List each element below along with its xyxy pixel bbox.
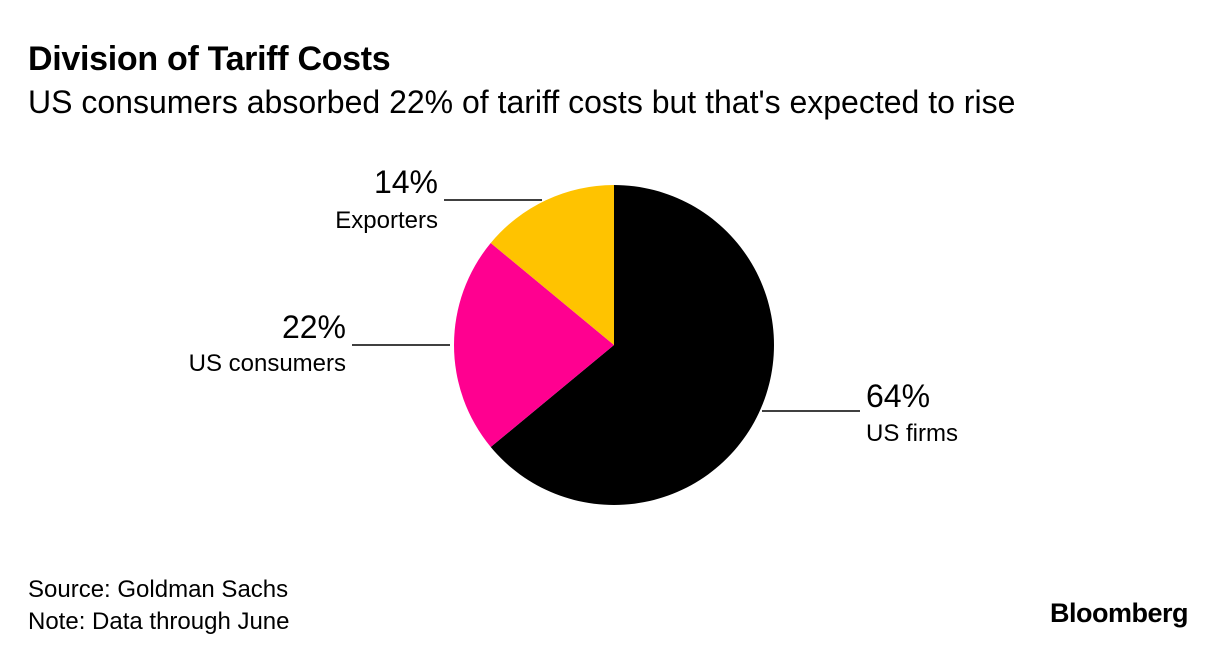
category-label-us-firms: US firms (866, 420, 958, 447)
data-label-us-firms: 64% (866, 378, 930, 414)
data-label-exporters: 14% (374, 164, 438, 200)
pie-slice-us-firms (490, 184, 775, 505)
category-label-us-consumers: US consumers (189, 350, 346, 377)
source-note: Source: Goldman Sachs (28, 576, 289, 603)
pie-slice-us-consumers (454, 243, 614, 447)
bloomberg-logo: Bloomberg (1049, 598, 1189, 628)
chart-title: Division of Tariff Costs (28, 40, 391, 78)
data-note: Note: Data through June (28, 608, 290, 635)
chart-subtitle: US consumers absorbed 22% of tariff cost… (28, 84, 1016, 120)
pie-slice-exporters (490, 185, 614, 345)
chart-footer: Source: Goldman Sachs Note: Data through… (28, 574, 290, 638)
category-label-exporters: Exporters (335, 207, 438, 234)
data-label-us-consumers: 22% (282, 309, 346, 345)
